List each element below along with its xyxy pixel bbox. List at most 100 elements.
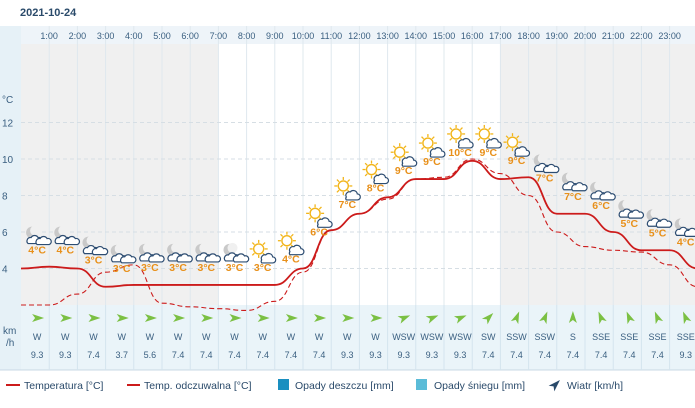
moon-cutout: [650, 208, 661, 219]
wind-arrow-icon: [201, 314, 214, 322]
cloud-shape: [148, 253, 165, 263]
sun-ray: [392, 145, 396, 149]
wind-direction-label: W: [230, 332, 239, 342]
cloud-shape: [63, 235, 81, 246]
weather-icons: [26, 124, 695, 264]
partly-sunny-icon: [334, 176, 361, 201]
hour-label: 11:00: [320, 31, 342, 41]
chart-date: 2021-10-24: [20, 7, 77, 19]
moon-cutout: [622, 199, 633, 210]
sun-ray: [251, 252, 255, 256]
legend-wind-arrow-shape: [548, 380, 560, 392]
legend-rain-label: Opady deszczu [mm]: [295, 380, 394, 392]
wind-arrow-shape: [314, 314, 327, 322]
sun-ray: [364, 173, 368, 177]
wind-unit-label: km/h: [3, 326, 16, 349]
wind-speed-label: 7.4: [651, 350, 664, 360]
wind-direction-label: W: [174, 332, 183, 342]
wind-arrow-icon: [116, 314, 129, 322]
wind-speed-label: 7.4: [595, 350, 608, 360]
wind-speed-label: 7.4: [567, 350, 580, 360]
night-cloudy-icon: [138, 242, 165, 263]
sun-ray: [347, 179, 351, 183]
wind-arrow-shape: [626, 311, 635, 325]
wind-speed-label: 9.3: [31, 350, 44, 360]
wind-arrow-shape: [683, 311, 692, 325]
moon-cutout: [199, 242, 210, 253]
sun-ray: [477, 127, 481, 131]
sun-ray: [280, 244, 284, 248]
wind-speed-label: 7.4: [313, 350, 326, 360]
y-tick-label: 4: [2, 265, 8, 276]
wind-arrow-icon: [88, 314, 101, 322]
wind-speed-label: 7.4: [256, 350, 269, 360]
wind-arrow-icon: [481, 313, 494, 325]
cloud-shape: [120, 254, 137, 264]
wind-direction-label: W: [371, 332, 380, 342]
sun-ray: [375, 162, 379, 166]
moon-cutout: [227, 242, 238, 253]
partly-sunny-icon: [390, 143, 418, 167]
wind-arrow-shape: [481, 313, 494, 325]
wind-arrow-icon: [539, 311, 548, 325]
wind-direction-label: SSE: [648, 332, 666, 342]
cloud-shape: [514, 146, 531, 157]
wind-row: km/h W 9.3 W 9.3 W 7.4 W 3.7 W 5.6 W 7.4 W 7.4 W 7.4 W 7.4…: [3, 311, 695, 360]
hour-temp-label: 6°C: [592, 200, 610, 212]
wind-arrow-shape: [654, 311, 664, 325]
cloud-shape: [176, 253, 193, 263]
hour-temp-label: 7°C: [536, 173, 554, 185]
hour-temp-label: 4°C: [282, 254, 300, 266]
hour-temp-label: 3°C: [226, 262, 244, 274]
wind-speed-label: 9.3: [341, 350, 354, 360]
sun-ray: [505, 135, 509, 139]
cloud-shape: [35, 235, 52, 246]
wind-speed-label: 9.3: [397, 350, 410, 360]
wind-arrow-icon: [370, 314, 383, 322]
legend-temperature-label: Temperatura [°C]: [24, 380, 104, 392]
wind-speed-label: 9.3: [426, 350, 439, 360]
wind-arrow-icon: [654, 311, 664, 325]
hour-label: 7:00: [210, 31, 228, 41]
sun-ray: [251, 242, 255, 246]
legend-feels-like-label: Temp. odczuwalna [°C]: [144, 380, 252, 392]
wind-arrow-shape: [60, 314, 73, 322]
wind-speed-label: 7.4: [228, 350, 241, 360]
sun-ray: [488, 127, 492, 131]
wind-arrow-icon: [173, 314, 186, 322]
hour-temp-label: 9°C: [508, 155, 526, 167]
wind-arrow-icon: [144, 314, 157, 322]
sun-disc: [450, 128, 462, 140]
wind-arrow-shape: [229, 314, 242, 322]
cloud-shape: [401, 156, 418, 167]
wind-direction-label: W: [117, 332, 126, 342]
hour-temp-label: 5°C: [649, 227, 667, 239]
hour-temp-label: 9°C: [479, 147, 497, 159]
wind-speed-label: 9.3: [454, 350, 467, 360]
hour-label: 5:00: [153, 31, 171, 41]
sun-disc: [394, 146, 406, 158]
hour-temp-label: 3°C: [197, 262, 215, 274]
sun-ray: [477, 137, 481, 141]
cloud-shape: [655, 218, 673, 228]
wind-arrow-icon: [397, 315, 411, 324]
wind-direction-label: SSE: [620, 332, 638, 342]
sun-ray: [403, 145, 407, 149]
moon-cutout: [171, 242, 182, 253]
partly-sunny-icon: [277, 231, 305, 256]
wind-direction-label: W: [258, 332, 267, 342]
y-tick-label: 6: [2, 228, 8, 239]
night-cloudy-icon: [110, 243, 137, 264]
hour-label: 6:00: [181, 31, 199, 41]
wind-speed-label: 7.4: [482, 350, 495, 360]
wind-direction-label: SSE: [592, 332, 610, 342]
wind-speed-label: 9.3: [369, 350, 382, 360]
moon-cutout: [30, 225, 41, 236]
y-tick-label: 12: [2, 119, 14, 130]
hour-label: 18:00: [517, 31, 540, 41]
night-cloudy-icon: [533, 153, 560, 174]
hour-temp-label: 4°C: [56, 245, 74, 257]
hour-temp-label: 3°C: [141, 262, 159, 274]
hour-label: 10:00: [292, 31, 315, 41]
wind-direction-label: W: [89, 332, 98, 342]
